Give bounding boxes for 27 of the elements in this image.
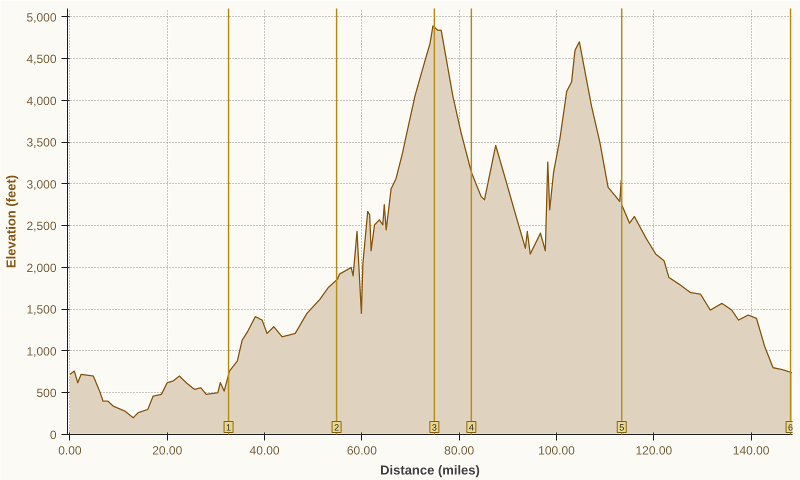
y-tick-label: 1,000 — [26, 344, 57, 358]
x-tick-label: 40.00 — [250, 444, 280, 458]
y-tick-label: 1,500 — [26, 302, 57, 317]
annotation: 5 — [619, 422, 624, 432]
x-tick-label: 140.00 — [732, 444, 770, 458]
y-tick-label: 0 — [50, 428, 57, 442]
annotation: 2 — [334, 422, 340, 432]
y-tick-label: 5,000 — [26, 10, 57, 24]
x-tick-label: 80.00 — [444, 444, 475, 458]
y-tick-label: 2,500 — [26, 219, 57, 234]
y-tick-label: 500 — [36, 386, 57, 400]
annotation: 4 — [468, 422, 474, 432]
x-tick-label: 20.00 — [152, 444, 183, 458]
annotation: 6 — [788, 422, 794, 432]
x-tick-label: 60.00 — [346, 444, 378, 458]
y-axis-title: Elevation (feet) — [3, 174, 18, 268]
annotation: 1 — [226, 422, 232, 432]
y-tick-label: 2,000 — [26, 260, 57, 275]
y-tick-label: 3,000 — [26, 177, 57, 192]
y-tick-label: 3,500 — [26, 136, 57, 150]
annotation: 3 — [432, 422, 437, 432]
y-tick-label: 4,500 — [26, 52, 57, 66]
x-axis-title: Distance (miles) — [380, 462, 480, 478]
x-tick-label: 100.00 — [538, 444, 576, 458]
y-tick-label: 4,000 — [26, 94, 57, 108]
x-tick-label: 0.00 — [58, 444, 82, 458]
x-tick-label: 120.00 — [635, 444, 673, 458]
